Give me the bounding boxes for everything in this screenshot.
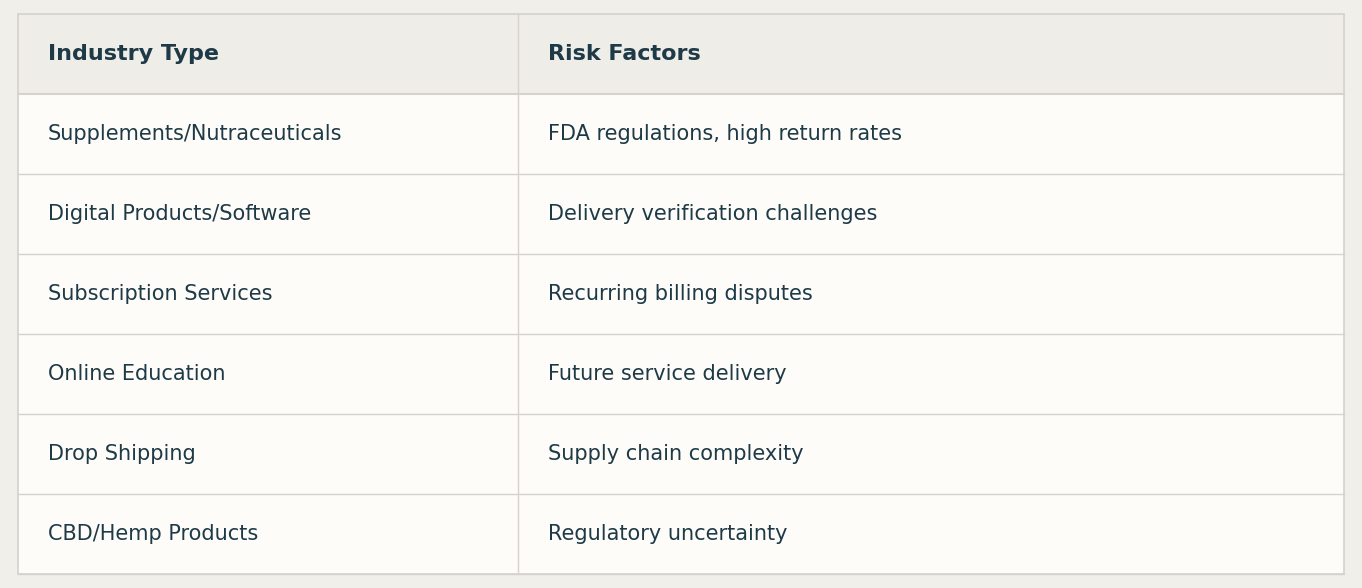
Text: Online Education: Online Education xyxy=(48,364,226,384)
Bar xyxy=(18,94,1344,174)
Bar xyxy=(18,414,1344,494)
Text: Industry Type: Industry Type xyxy=(48,44,219,64)
Text: Subscription Services: Subscription Services xyxy=(48,284,272,304)
Bar xyxy=(18,494,1344,574)
Text: Future service delivery: Future service delivery xyxy=(548,364,787,384)
Bar xyxy=(18,14,1344,94)
Bar xyxy=(18,334,1344,414)
Bar xyxy=(18,174,1344,254)
Text: FDA regulations, high return rates: FDA regulations, high return rates xyxy=(548,124,902,144)
Text: Risk Factors: Risk Factors xyxy=(548,44,701,64)
Bar xyxy=(18,254,1344,334)
Text: Supply chain complexity: Supply chain complexity xyxy=(548,444,804,464)
Text: Regulatory uncertainty: Regulatory uncertainty xyxy=(548,524,787,544)
Text: CBD/Hemp Products: CBD/Hemp Products xyxy=(48,524,259,544)
Text: Digital Products/Software: Digital Products/Software xyxy=(48,204,312,224)
Text: Supplements/Nutraceuticals: Supplements/Nutraceuticals xyxy=(48,124,342,144)
Text: Recurring billing disputes: Recurring billing disputes xyxy=(548,284,813,304)
Text: Delivery verification challenges: Delivery verification challenges xyxy=(548,204,877,224)
Text: Drop Shipping: Drop Shipping xyxy=(48,444,196,464)
